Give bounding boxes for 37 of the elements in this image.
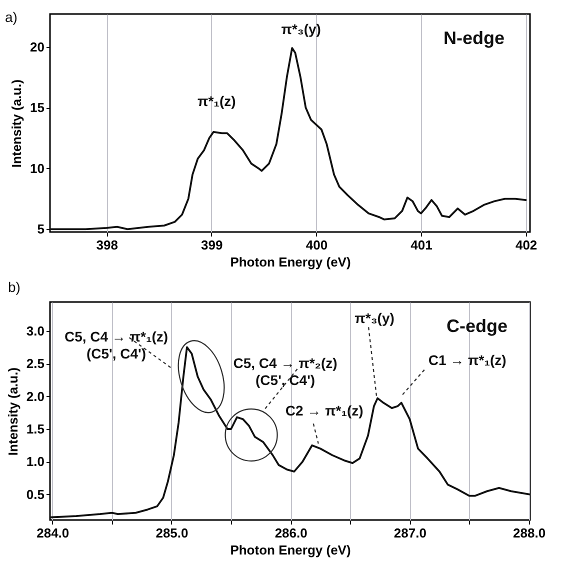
y-tick-label: 1.5	[26, 422, 44, 437]
x-tick-label: 284.0	[36, 526, 70, 540]
y-tick-label: 15	[30, 100, 44, 116]
x-tick-label: 288.0	[513, 526, 546, 540]
text: b)	[8, 279, 20, 295]
y-tick-label: 2.0	[26, 388, 44, 404]
y-axis-title: Intensity (a.u.)	[9, 79, 24, 168]
x-axis-title: Photon Energy (eV)	[230, 542, 351, 558]
x-tick-label: 399	[201, 238, 223, 252]
line-series	[50, 346, 530, 518]
y-tick-label: 1.0	[26, 454, 44, 470]
annotation: π*₃(y)	[281, 21, 321, 38]
x-tick-label: 400	[306, 238, 328, 252]
annotation: C2 → π*₁(z)	[285, 402, 364, 419]
annotation: C5, C4 → π*₁(z) (C5', C4')	[64, 328, 168, 362]
y-tick-label: 0.5	[26, 486, 44, 502]
y-axis-title: Intensity (a.u.)	[5, 367, 20, 456]
annotation: π*₁(z)	[197, 92, 236, 109]
x-tick-label: 402	[515, 238, 538, 252]
text: a)	[5, 9, 18, 25]
x-tick-label: 287.0	[394, 526, 426, 540]
y-tick-label: 10	[30, 160, 44, 176]
y-tick-label: 5	[37, 222, 44, 237]
y-tick-label: 3.0	[26, 323, 44, 338]
annotation: C-edge	[446, 316, 508, 336]
x-tick-label: 286.0	[274, 526, 308, 540]
x-tick-label: 401	[410, 238, 432, 252]
x-tick-label: 398	[96, 238, 118, 252]
y-tick-label: 2.5	[26, 356, 44, 372]
x-tick-label: 285.0	[156, 526, 188, 540]
line-series	[50, 47, 527, 230]
annotation: C5, C4 → π*₂(z) (C5', C4')	[233, 355, 338, 388]
annotation: π*₃(y)	[354, 310, 394, 326]
annotation: N-edge	[443, 28, 505, 48]
x-axis-title: Photon Energy (eV)	[230, 254, 351, 270]
y-tick-label: 20	[30, 39, 44, 54]
annotation: C1 → π*₁(z)	[428, 352, 506, 368]
